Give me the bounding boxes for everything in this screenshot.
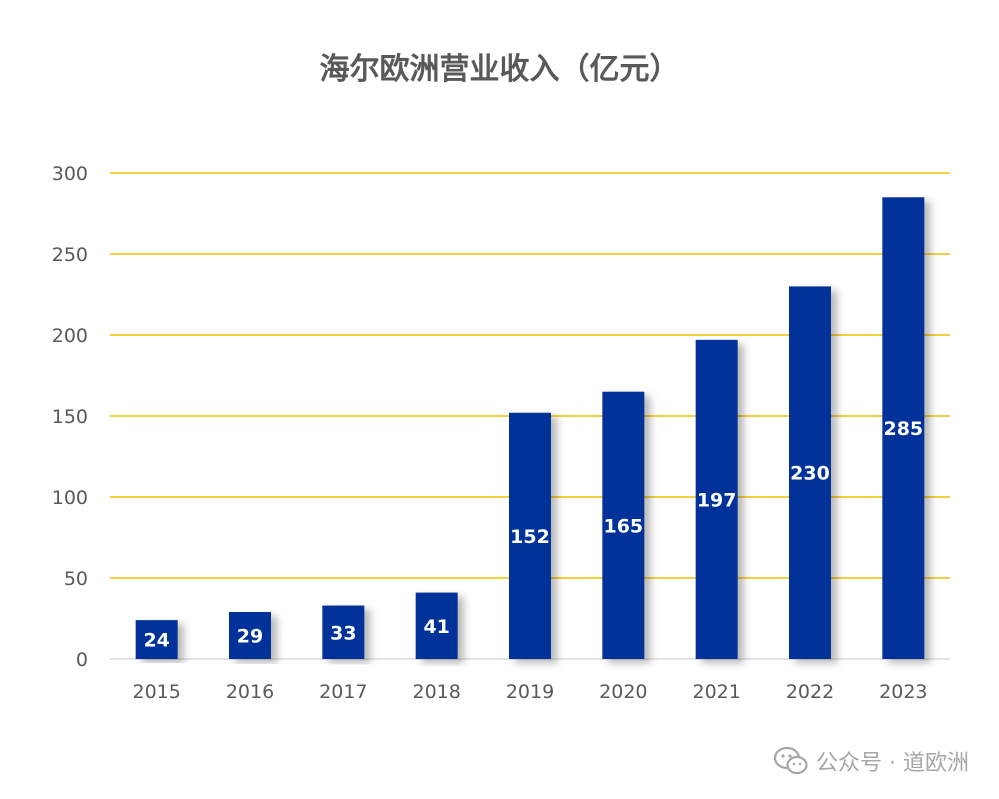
x-tick-label: 2016	[226, 681, 274, 703]
data-label: 197	[697, 489, 737, 511]
bar-2019	[509, 412, 551, 659]
x-tick-label: 2021	[692, 681, 740, 703]
data-label: 152	[510, 526, 550, 548]
data-label: 165	[603, 515, 643, 537]
x-tick-label: 2018	[412, 681, 460, 703]
y-tick-label: 100	[52, 487, 88, 509]
bar-2022	[789, 286, 831, 659]
bar-2018	[415, 592, 458, 659]
watermark-text: 公众号 · 道欧洲	[816, 751, 969, 776]
watermark: 公众号 · 道欧洲	[774, 744, 969, 778]
bar-2017	[322, 605, 365, 659]
x-tick-label: 2022	[786, 681, 834, 703]
x-tick-label: 2015	[132, 681, 180, 703]
data-label: 29	[237, 626, 263, 648]
bars: 24 29 33 41 152 165 197 230 285	[135, 197, 925, 660]
x-tick-label: 2019	[506, 681, 554, 703]
x-tick-label: 2023	[879, 681, 927, 703]
data-label: 230	[790, 463, 830, 485]
data-label: 285	[883, 418, 923, 440]
x-tick-label: 2020	[599, 681, 647, 703]
y-tick-label: 300	[52, 163, 88, 185]
y-tick-label: 150	[52, 406, 88, 428]
y-axis-ticks: 0 50 100 150 200 250 300	[52, 163, 88, 671]
bar-2020	[602, 391, 645, 659]
bar-2015	[135, 620, 178, 659]
y-tick-label: 50	[64, 568, 88, 590]
bar-2023	[882, 197, 925, 660]
bar-2021	[695, 339, 738, 659]
x-tick-label: 2017	[319, 681, 367, 703]
y-tick-label: 0	[76, 649, 88, 671]
data-label: 33	[330, 622, 356, 644]
wechat-icon	[774, 746, 808, 775]
y-tick-label: 250	[52, 244, 88, 266]
x-axis-ticks: 2015 2016 2017 2018 2019 2020 2021 2022 2023	[132, 681, 927, 703]
chart-title: 海尔欧洲营业收入（亿元）	[319, 52, 680, 87]
data-label: 41	[423, 616, 449, 638]
bar-2016	[229, 612, 271, 659]
data-label: 24	[143, 630, 169, 652]
y-tick-label: 200	[52, 325, 88, 347]
